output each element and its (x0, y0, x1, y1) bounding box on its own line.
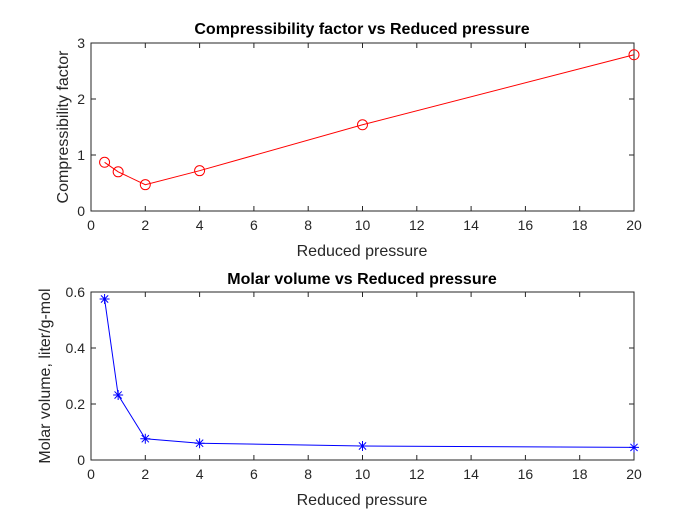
y-tick-label: 0 (77, 452, 85, 468)
data-point (99, 294, 110, 304)
data-point (139, 179, 151, 191)
data-point (629, 442, 639, 453)
y-axis-label: Compressibility factor (55, 50, 72, 204)
x-tick-label: 2 (141, 217, 149, 233)
data-point (99, 156, 111, 168)
x-tick-label: 16 (518, 217, 534, 233)
x-tick-label: 16 (518, 466, 534, 482)
x-tick-label: 20 (626, 217, 642, 233)
y-tick-label: 0 (77, 203, 85, 219)
x-tick-label: 20 (626, 466, 642, 482)
data-point (194, 165, 206, 177)
y-axis-label: Molar volume, liter/g-mol (37, 288, 54, 463)
data-point (112, 166, 124, 178)
y-tick-label: 2 (77, 91, 85, 107)
x-tick-label: 6 (250, 217, 258, 233)
y-tick-label: 0.6 (66, 284, 86, 300)
x-tick-label: 10 (355, 217, 371, 233)
x-tick-label: 14 (463, 217, 479, 233)
x-tick-label: 0 (87, 466, 95, 482)
x-tick-label: 12 (409, 466, 425, 482)
compressibility-subplot: Compressibility factor vs Reduced pressu… (55, 21, 642, 260)
plot-title: Compressibility factor vs Reduced pressu… (194, 21, 529, 38)
x-tick-label: 6 (250, 466, 258, 482)
tick-group: 0 2 4 6 8 10 12 14 16 18 20 0 0.2 0.4 0.6 (66, 284, 642, 482)
plot-title: Molar volume vs Reduced pressure (227, 271, 497, 288)
x-tick-label: 12 (409, 217, 425, 233)
data-marks (99, 49, 640, 191)
x-tick-label: 18 (572, 217, 588, 233)
data-marks (99, 294, 639, 453)
x-tick-label: 8 (304, 466, 312, 482)
data-point (140, 433, 151, 444)
series-line (104, 298, 635, 448)
y-tick-label: 0.2 (66, 396, 86, 412)
x-axis-label: Reduced pressure (297, 492, 428, 509)
y-tick-label: 3 (77, 35, 85, 51)
series-line (104, 54, 635, 186)
data-point (194, 438, 205, 449)
data-point (357, 441, 368, 451)
x-tick-label: 10 (355, 466, 371, 482)
x-axis-label: Reduced pressure (297, 243, 428, 260)
x-tick-label: 0 (87, 217, 95, 233)
x-tick-label: 14 (463, 466, 479, 482)
x-tick-label: 4 (196, 217, 204, 233)
x-tick-label: 2 (141, 466, 149, 482)
x-tick-label: 4 (196, 466, 204, 482)
data-point (357, 119, 368, 131)
data-point (628, 49, 640, 61)
y-tick-label: 1 (77, 147, 85, 163)
x-tick-label: 8 (304, 217, 312, 233)
molar-volume-subplot: Molar volume vs Reduced pressure 0 2 4 6 8 10… (37, 271, 642, 509)
data-point (113, 390, 124, 401)
y-tick-label: 0.4 (66, 340, 86, 356)
x-tick-label: 18 (572, 466, 588, 482)
